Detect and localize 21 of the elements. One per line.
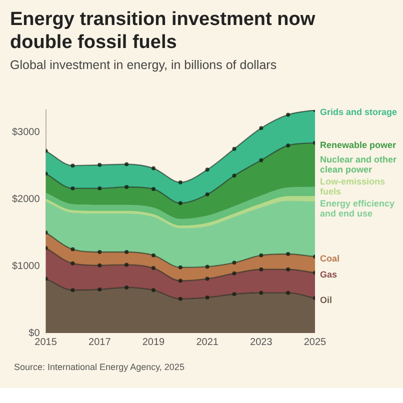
series-label: Gas bbox=[320, 270, 338, 280]
series-label: Low-emissions fuels bbox=[320, 176, 386, 197]
y-tick-label: $2000 bbox=[12, 194, 40, 205]
y-tick-label: $0 bbox=[28, 328, 40, 339]
source-note: Source: International Energy Agency, 2025 bbox=[14, 362, 184, 372]
x-tick-label: 2025 bbox=[304, 336, 327, 348]
chart-title: Energy transition investment now double fossil fuels bbox=[10, 8, 316, 54]
series-label: Grids and storage bbox=[320, 106, 398, 117]
x-tick-label: 2021 bbox=[196, 336, 219, 348]
x-tick-label: 2017 bbox=[88, 336, 112, 348]
y-tick-label: $1000 bbox=[12, 260, 40, 272]
x-tick-label: 2023 bbox=[250, 336, 273, 348]
series-label: Nuclear and other clean power bbox=[320, 154, 398, 175]
y-tick-label: $3000 bbox=[12, 126, 40, 138]
series-label: Renewable power bbox=[320, 140, 397, 150]
x-tick-label: 2019 bbox=[142, 336, 166, 348]
chart-subtitle: Global investment in energy, in billions of dollars bbox=[10, 58, 278, 72]
x-tick-label: 2015 bbox=[34, 336, 58, 348]
series-label: Oil bbox=[320, 295, 332, 306]
series-label: Coal bbox=[320, 254, 340, 264]
series-label: Energy efficiency and end use bbox=[320, 198, 395, 219]
